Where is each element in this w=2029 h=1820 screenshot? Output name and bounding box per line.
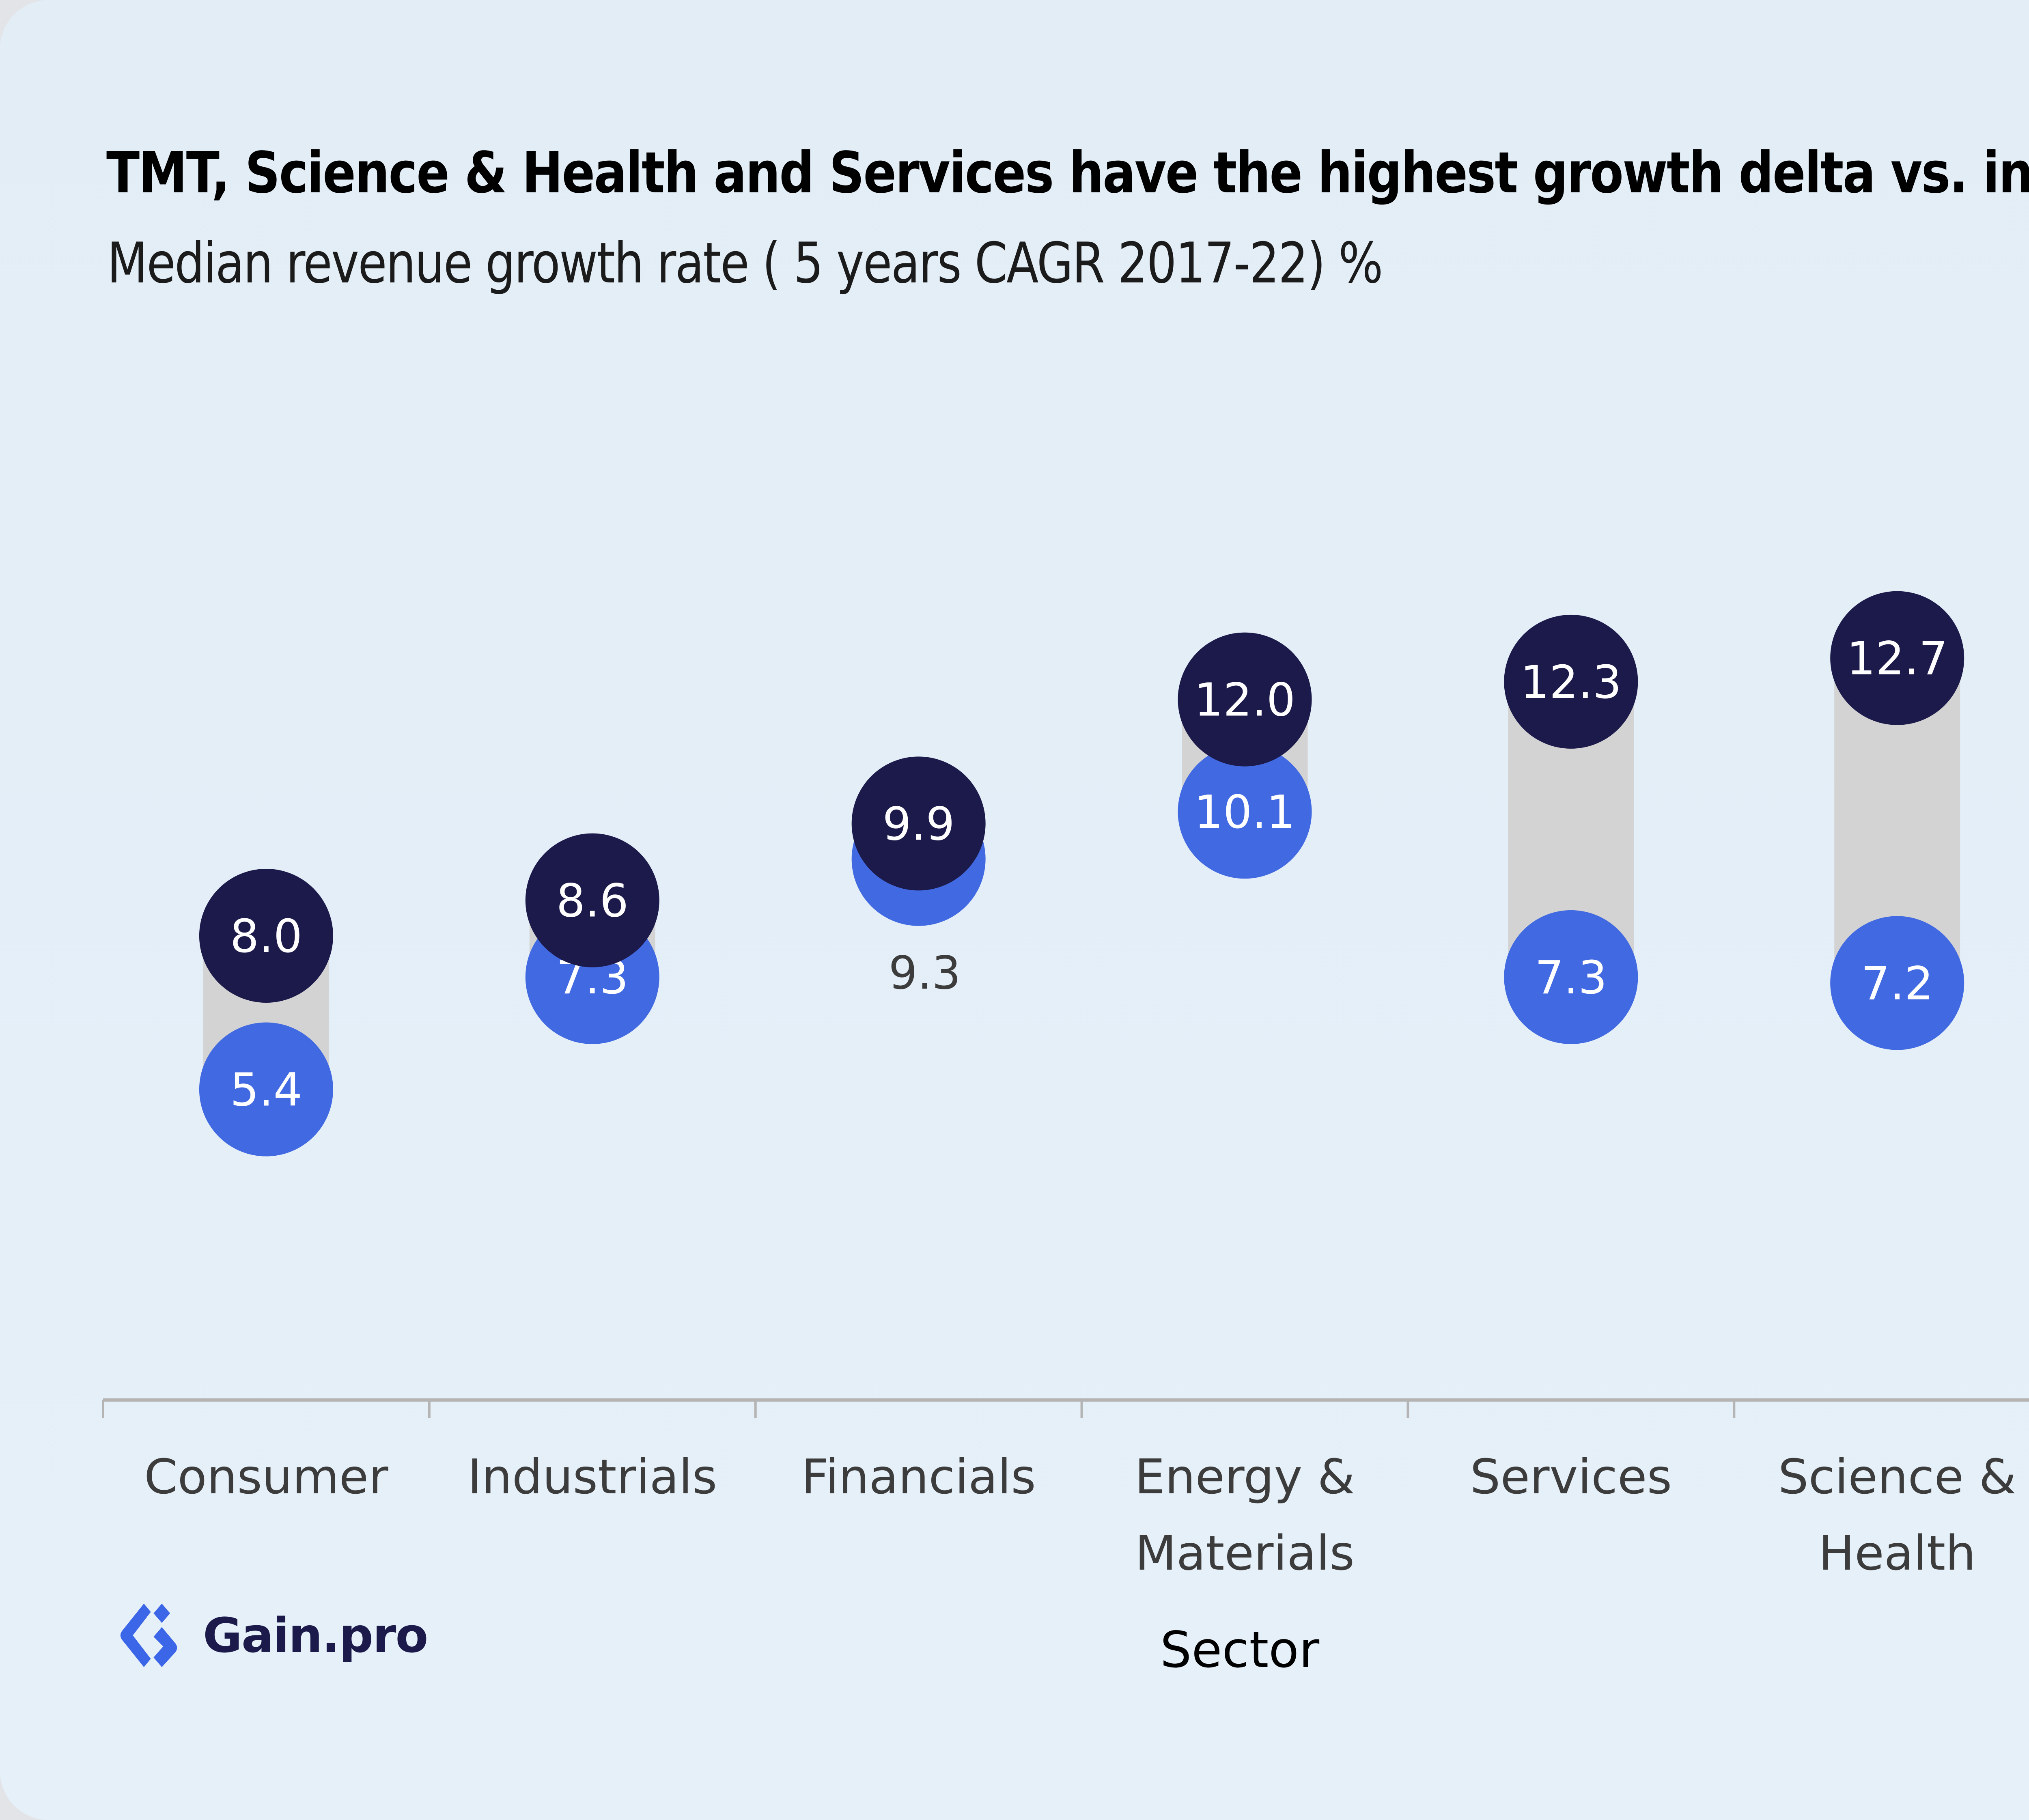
majority-pe-point	[525, 833, 659, 967]
x-tick-label: Energy &	[1135, 1449, 1355, 1505]
majority-pe-data-label: 9.9	[883, 798, 955, 851]
brand-logo: Gain.pro	[118, 1601, 428, 1670]
x-tick-label: Materials	[1135, 1525, 1355, 1581]
x-tick-label: Science &	[1778, 1449, 2016, 1505]
majority-pe-data-label: 12.3	[1521, 656, 1622, 709]
independent-point	[1830, 916, 1964, 1050]
x-axis-title: Sector	[1160, 1621, 1320, 1679]
majority-pe-point	[199, 869, 333, 1003]
independent-point	[1504, 910, 1638, 1044]
majority-pe-data-label: 12.0	[1194, 674, 1295, 727]
majority-pe-data-label: 12.7	[1847, 633, 1948, 685]
x-tick-label: Financials	[801, 1449, 1036, 1505]
independent-data-label: 9.3	[889, 947, 961, 1000]
x-tick-label: Services	[1470, 1449, 1672, 1505]
independent-data-label: 10.1	[1194, 786, 1295, 839]
x-tick-label: Industrials	[467, 1449, 717, 1505]
majority-pe-point	[1178, 632, 1312, 767]
independent-data-label: 7.2	[1861, 957, 1933, 1010]
majority-pe-data-label: 8.0	[230, 910, 302, 963]
majority-pe-point	[1504, 614, 1638, 749]
chart-subtitle: Median revenue growth rate ( 5 years CAG…	[107, 230, 1383, 296]
x-tick-label: Health	[1818, 1525, 1975, 1581]
independent-data-label: 5.4	[230, 1064, 302, 1117]
majority-pe-point	[1830, 591, 1964, 725]
majority-pe-point	[851, 756, 986, 891]
chart-title: TMT, Science & Health and Services have …	[106, 140, 2029, 206]
independent-point	[1178, 745, 1312, 879]
majority-pe-data-label: 8.6	[556, 875, 629, 928]
x-tick-label: Consumer	[144, 1449, 388, 1505]
brand-name: Gain.pro	[203, 1607, 428, 1663]
independent-data-label: 7.3	[1535, 952, 1607, 1004]
gain-pro-logo-icon	[120, 1603, 177, 1667]
independent-point	[199, 1022, 333, 1157]
